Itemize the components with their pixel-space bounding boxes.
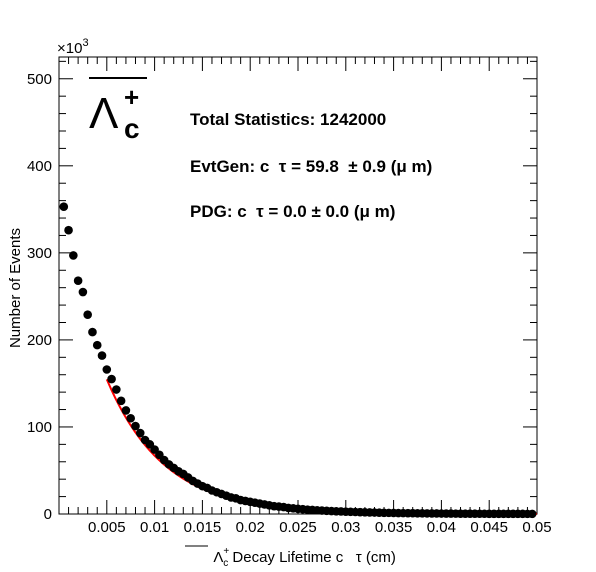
- data-point: [116, 396, 126, 406]
- y-tick-label: 300: [27, 245, 52, 262]
- x-tick-label: 0.05: [522, 519, 551, 536]
- data-points: [59, 202, 537, 519]
- data-point: [97, 351, 107, 360]
- data-point: [64, 225, 73, 235]
- x-tick-label: 0.01: [140, 519, 169, 536]
- y-tick-label: 0: [44, 506, 52, 523]
- particle-label-sup: +: [124, 82, 139, 112]
- y-tick-label: 500: [27, 71, 52, 88]
- x-tick-label: 0.03: [331, 519, 360, 536]
- x-tick-label: 0.045: [470, 519, 508, 536]
- particle-label-sub: c: [124, 113, 140, 144]
- y-axis-label: Number of Events: [7, 228, 24, 348]
- particle-label: Λ + c: [89, 77, 147, 144]
- data-point: [88, 327, 97, 337]
- annotation-pdg: PDG: c τ = 0.0 ± 0.0 (μ m): [190, 202, 395, 221]
- annotation-total-statistics: Total Statistics: 1242000: [190, 110, 386, 129]
- annotation-evtgen: EvtGen: c τ = 59.8 ± 0.9 (μ m): [190, 157, 432, 176]
- data-point: [83, 310, 92, 319]
- x-tick-label: 0.035: [375, 519, 413, 536]
- data-point: [527, 509, 537, 519]
- data-point: [131, 421, 140, 431]
- x-tick-label: 0.04: [427, 519, 456, 536]
- data-point: [92, 340, 102, 350]
- y-tick-label: 100: [27, 419, 52, 436]
- y-multiplier: ×103: [57, 37, 89, 57]
- particle-label-base: Λ: [89, 89, 119, 138]
- y-tick-label: 200: [27, 332, 52, 349]
- y-tick-label: 400: [27, 158, 52, 175]
- x-tick-label: 0.005: [88, 519, 126, 536]
- x-tick-label: 0.015: [184, 519, 222, 536]
- x-axis-label: Λ+ c Decay Lifetime c τ (cm): [185, 545, 417, 569]
- data-point: [69, 251, 78, 260]
- axis-tick-labels: 0.005 0.01 0.015 0.02 0.025 0.03 0.035 0.04 0.04…: [27, 71, 552, 536]
- data-point: [78, 287, 88, 297]
- x-axis-label-text: Λ+ c Decay Lifetime c τ (cm): [185, 546, 417, 569]
- data-point: [135, 428, 145, 438]
- data-point: [102, 365, 112, 374]
- data-point: [107, 374, 116, 384]
- data-point: [121, 406, 131, 415]
- data-point: [126, 413, 135, 423]
- data-point: [73, 276, 83, 286]
- data-point: [59, 202, 69, 212]
- x-tick-label: 0.02: [236, 519, 265, 536]
- data-point: [112, 385, 121, 394]
- x-tick-label: 0.025: [279, 519, 317, 536]
